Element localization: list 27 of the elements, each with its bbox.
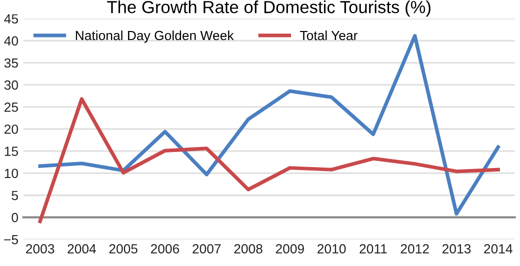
x-tick-label: 2011 (360, 244, 387, 254)
x-tick-label: 2006 (150, 244, 180, 254)
y-tick-label: 35 (4, 58, 18, 68)
x-tick-label: 2007 (192, 244, 221, 254)
y-tick-label: 15 (4, 146, 18, 156)
y-tick-label: 40 (4, 36, 18, 46)
x-tick-label: 2013 (442, 244, 471, 254)
chart-title: The Growth Rate of Domestic Tourists (%) (107, 0, 430, 17)
x-tick-label: 2003 (26, 244, 54, 254)
x-tick-label: 2005 (109, 244, 138, 254)
line-series (38, 97, 500, 224)
x-tick-label: 2012 (400, 244, 429, 254)
y-tick-label: 45 (4, 14, 18, 24)
x-tick-label: 2010 (318, 244, 346, 254)
x-tick-label: 2008 (234, 244, 262, 254)
x-tick-label: 2014 (484, 244, 512, 254)
legend-label: National Day Golden Week (76, 30, 234, 43)
y-tick-label: 25 (4, 102, 18, 112)
y-tick-label: 5 (12, 190, 18, 200)
x-tick-label: 2004 (68, 244, 96, 254)
legend-label: Total Year (300, 30, 358, 40)
y-tick-label: 30 (4, 80, 18, 90)
y-tick-label: 0 (12, 212, 18, 222)
y-tick-label: 10 (4, 168, 18, 178)
y-tick-label: 20 (4, 124, 18, 134)
y-tick-label: −5 (4, 235, 18, 244)
x-tick-label: 2009 (276, 244, 304, 254)
